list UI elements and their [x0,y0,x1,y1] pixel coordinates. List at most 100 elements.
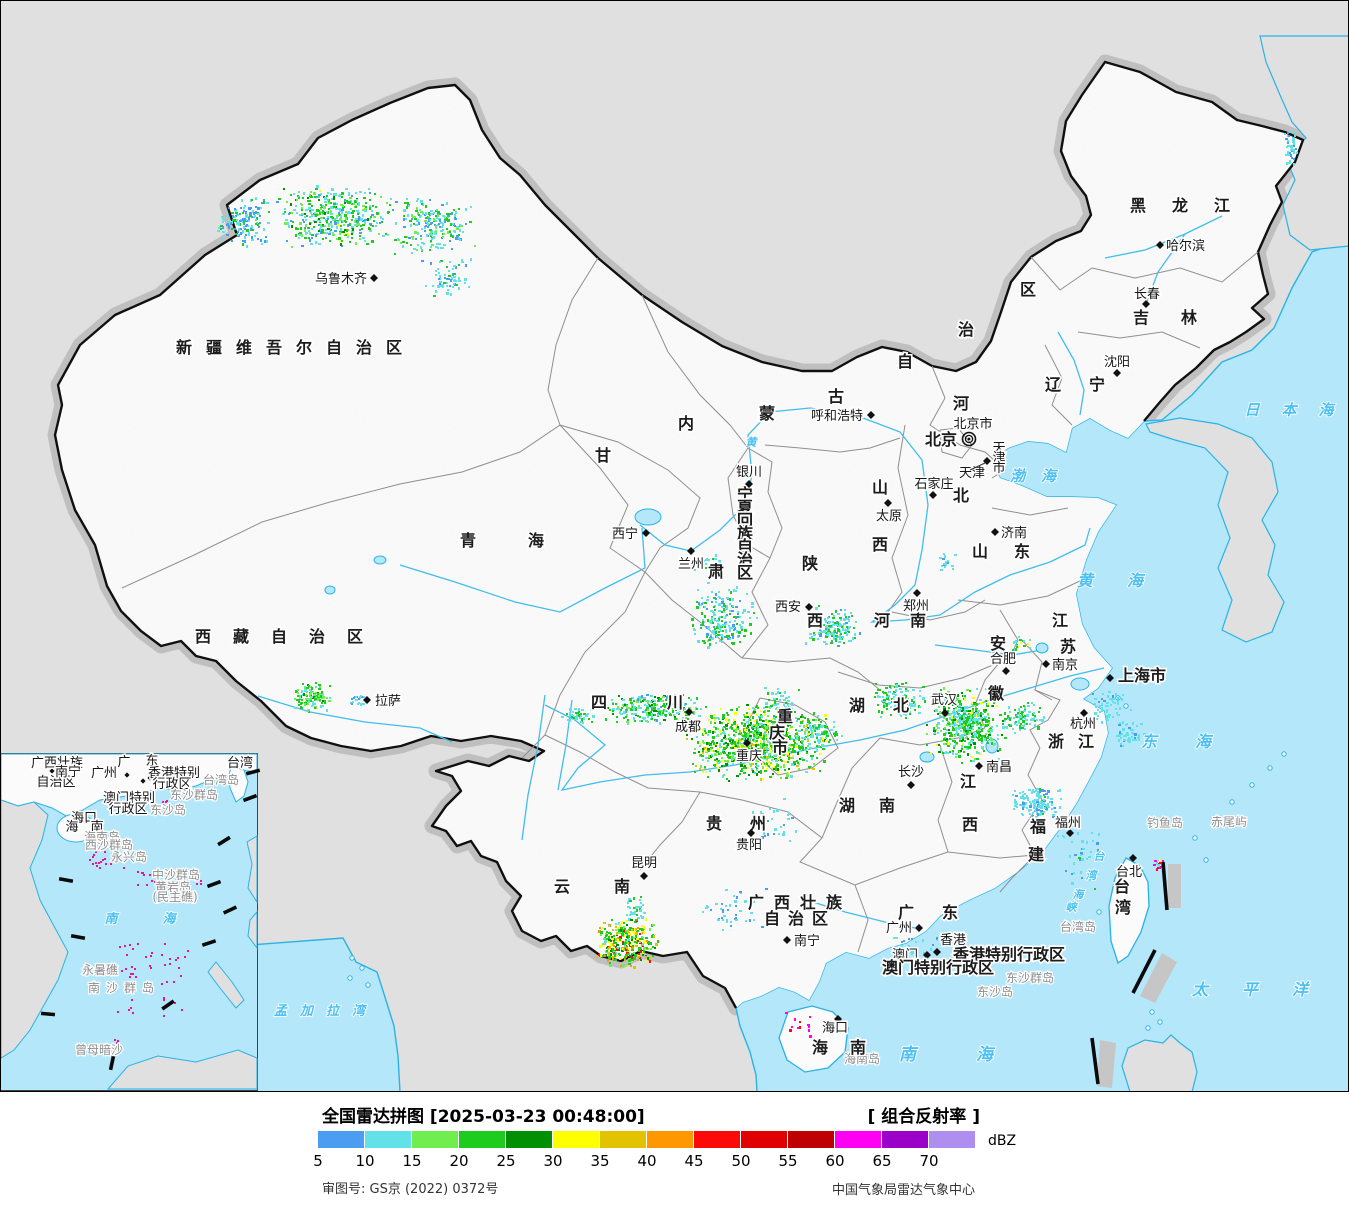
inset-island-speck [123,867,125,869]
inset-island-speck [104,858,106,860]
sea-label-南海: 南海 [899,1045,1053,1065]
inset-island-speck [163,999,165,1001]
sea-label-渤海: 渤海 [1010,467,1072,485]
boundary-dash [1131,949,1157,994]
lake [634,508,662,526]
province-label-内蒙古自治区: 区 [1020,280,1036,299]
city-marker-济南 [991,528,999,536]
province-border [991,507,1069,516]
inset-label-东沙岛: 东沙岛 [150,802,186,817]
river [1057,331,1085,416]
city-marker-哈尔滨 [1156,241,1164,249]
sea-label-taiwan-strait: 海 [1073,888,1086,901]
legend-tick-40: 40 [637,1152,657,1170]
inset-label-广州: 广州 [91,766,117,781]
city-label-拉萨: 拉萨 [375,694,401,709]
inset-city-marker [49,768,55,774]
city-marker-南宁 [783,936,791,944]
province-label-内蒙古自治区: 自 [897,352,913,371]
inset-label-黄岩岛: 黄岩岛 [155,879,191,894]
city-label-沈阳: 沈阳 [1104,355,1130,370]
radar-echo-cluster [785,1012,812,1038]
inset-island-speck [149,965,151,967]
province-label-河北: 河 [953,394,969,413]
inset-label-南: 南 [90,819,103,835]
inset-island-speck [200,880,202,882]
legend-tick-5: 5 [313,1152,323,1170]
inset-label-自治区: 自治区 [36,775,75,790]
inset-island-speck [164,943,166,945]
city-label-哈尔滨: 哈尔滨 [1166,238,1205,254]
inset-label-永兴岛: 永兴岛 [111,849,147,864]
inset-label-曾母暗沙: 曾母暗沙 [75,1042,123,1057]
province-label-台湾: 台 [1114,877,1130,896]
inset-island-speck [114,990,116,992]
river [1104,215,1223,259]
label-天津市: 天 [992,441,1005,456]
city-label-长春: 长春 [1134,287,1160,302]
capital-marker-beijing [964,434,974,444]
inset-label-西沙群岛: 西沙群岛 [85,837,133,852]
province-border [544,734,701,793]
province-label-山西: 西 [872,535,888,554]
province-label-宁夏回族自治区: 治 [737,550,753,569]
inset-island-speck [187,950,189,952]
sea-label-taiwan-strait: 台 [1094,850,1106,863]
province-border [121,257,599,589]
legend-tick-70: 70 [919,1152,939,1170]
map-license: 审图号: GS京 (2022) 0372号 [322,1182,499,1197]
small-island [359,965,365,971]
inset-label-海南岛: 海南岛 [84,829,120,844]
legend-swatch-55 [788,1131,834,1148]
province-border [1030,256,1093,291]
city-marker-长沙 [907,781,915,789]
city-label-澳门: 澳门 [892,947,918,963]
legend-swatch-60 [835,1131,881,1148]
inset-island-speck [104,851,106,853]
inset-boundary-dash [70,934,86,940]
inset-label-东沙群岛: 东沙群岛 [170,787,218,802]
radar-echo-cluster [593,694,707,725]
province-label-湖南: 湖南 [839,796,919,815]
city-marker-银川 [745,480,753,488]
province-label-贵州: 贵州 [706,814,794,833]
province-border [741,657,881,691]
capital-marker-beijing [961,431,977,447]
province-border [854,851,1036,886]
inset-island-speck [95,862,97,864]
province-label-重庆市: 庆 [768,723,785,742]
inset-island-speck [92,863,94,865]
radar-echo-cluster [1091,691,1132,726]
boundary-dash-block [1097,1040,1116,1088]
radar-echo-cluster [1012,788,1062,818]
inset-island-speck [166,800,168,802]
legend-tick-10: 10 [355,1152,375,1170]
inset-island-speck [200,883,202,885]
inset-island-speck [117,1040,119,1042]
inset-island-speck [124,945,126,947]
city-marker-西宁 [642,529,650,537]
inset-city-marker [147,775,153,781]
city-label-呼和浩特: 呼和浩特 [811,409,863,424]
inset-island-speck [169,958,171,960]
small-island [1192,835,1198,841]
boundary-dash [1090,1037,1100,1085]
city-label-台北: 台北 [1116,865,1142,880]
radar-echo-cluster [596,918,659,969]
province-label-青海: 青海 [460,531,596,550]
inset-boundary-dash [58,877,74,883]
island-label-钓鱼岛: 钓鱼岛 [1147,815,1183,830]
inset-city-marker [124,772,130,778]
legend-tick-25: 25 [496,1152,516,1170]
city-marker-呼和浩特 [867,411,875,419]
inset-label-行政区: 行政区 [152,777,191,792]
city-label-海口: 海口 [822,1021,848,1036]
province-label-宁夏回族自治区: 回 [737,511,753,530]
city-label-石家庄: 石家庄 [914,476,953,492]
legend-swatch-40 [647,1131,693,1148]
inset-island-speck [135,976,137,978]
inset-island-speck [131,999,133,1001]
lake [985,738,999,754]
inset-island-speck [129,976,131,978]
province-border [957,579,1083,606]
